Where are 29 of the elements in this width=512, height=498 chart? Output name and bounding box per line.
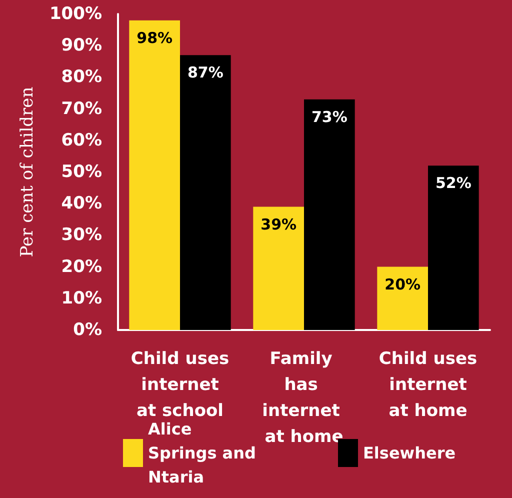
legend-label: Alice Springs and Ntaria bbox=[148, 420, 262, 486]
x-tick-label: Family has internet at home bbox=[262, 349, 346, 447]
y-tick-label: 0% bbox=[73, 320, 102, 340]
y-tick-label: 60% bbox=[61, 130, 102, 150]
data-label: 73% bbox=[311, 108, 348, 126]
data-label: 52% bbox=[435, 174, 472, 192]
data-label: 87% bbox=[187, 64, 224, 82]
data-label: 20% bbox=[384, 275, 421, 294]
bar bbox=[253, 206, 304, 330]
bar bbox=[377, 266, 428, 330]
x-tick-label: Child uses internet at home bbox=[378, 349, 478, 421]
bar bbox=[304, 99, 355, 330]
y-tick-label: 20% bbox=[61, 256, 102, 277]
y-tick-label: 30% bbox=[61, 225, 102, 246]
data-label: 39% bbox=[260, 215, 297, 234]
y-tick-label: 50% bbox=[61, 162, 102, 182]
y-tick-label: 100% bbox=[49, 4, 102, 24]
bar bbox=[129, 20, 180, 330]
y-tick-label: 90% bbox=[61, 36, 102, 56]
legend-label: Elsewhere bbox=[363, 444, 456, 462]
y-axis-title: Per cent of children bbox=[18, 86, 38, 258]
y-tick-label: 40% bbox=[61, 194, 102, 214]
data-label: 98% bbox=[136, 28, 173, 47]
y-tick-label: 80% bbox=[61, 67, 102, 88]
x-tick-label: Child uses internet at school bbox=[130, 349, 230, 421]
y-tick-label: 10% bbox=[61, 288, 102, 308]
y-tick-label: 70% bbox=[61, 98, 102, 119]
bar bbox=[428, 166, 479, 330]
bar bbox=[180, 55, 231, 330]
